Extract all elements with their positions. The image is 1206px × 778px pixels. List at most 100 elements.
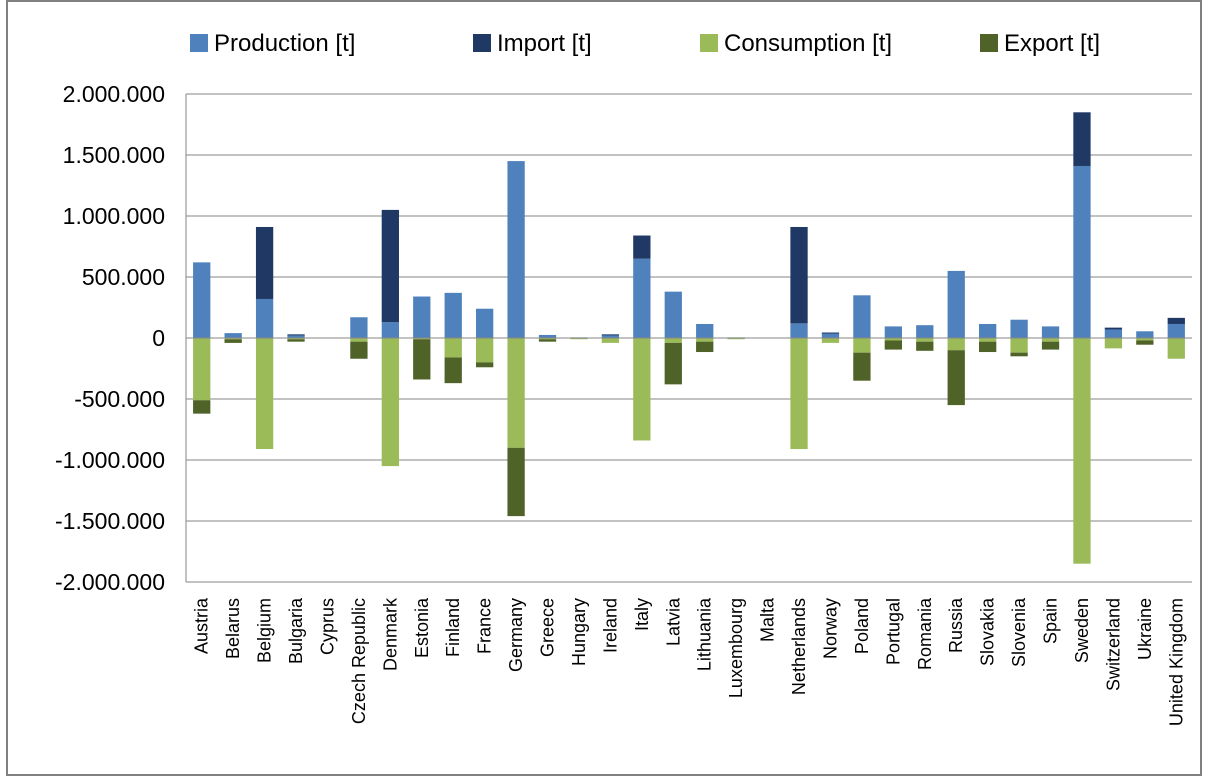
y-tick-label: 500.000 [82,264,165,290]
category-label: France [475,598,495,654]
bar-segment [853,295,871,338]
axes [185,94,1192,582]
stacked-bar-chart: 2.000.000 1.500.000 1.000.000 500.000 0 -500.… [55,30,1192,726]
category-label: Poland [852,598,872,654]
bar-segment [444,357,462,384]
category-label: Slovenia [1009,597,1029,667]
bar-segment [633,258,651,338]
legend-swatch [190,34,208,52]
bar-segment [633,338,651,441]
bar-segment [381,209,399,323]
legend-label: Import [t] [497,30,592,57]
bar-segment [664,342,682,385]
bar-segment [1073,165,1091,338]
category-label: Portugal [883,598,903,665]
category-label: Cyprus [317,598,337,655]
category-label: Italy [632,598,652,631]
y-tick-label: 2.000.000 [63,81,165,107]
bar-segment [413,296,431,338]
bar-segment [287,338,305,340]
bar-segment [350,341,368,359]
y-tick-label: 0 [152,325,165,351]
bar-segment [1010,319,1028,338]
category-label: Belgium [255,598,275,663]
bar-segment [507,161,525,338]
category-label: Belarus [223,598,243,659]
bar-segment [507,447,525,517]
bar-segment [1167,323,1185,338]
bar-segment [947,338,965,351]
bar-segment [1104,338,1123,349]
bar-segment [1073,338,1091,564]
category-label: Hungary [569,598,589,666]
category-label: Denmark [380,597,400,671]
bar-segment [193,262,211,338]
category-label: Norway [820,598,840,659]
bar-segment [350,338,368,342]
bar-segment [884,338,902,341]
legend: Production [t] Import [t] Consumption [t] E… [190,30,1100,57]
bar-segment [821,332,840,334]
category-label: Slovakia [978,597,998,666]
bar-segment [1104,327,1123,330]
category-label: Lithuania [695,597,715,671]
bar-segment [538,338,557,340]
bar-segment [1073,112,1091,166]
bar-segment [916,325,934,338]
category-label: Germany [506,598,526,672]
legend-label: Export [t] [1004,30,1100,57]
y-tick-label: 1.500.000 [63,142,165,168]
bar-segment [224,333,242,338]
bar-segment [476,338,494,363]
bar-segment [381,322,399,338]
category-label: Ukraine [1135,598,1155,660]
y-tick-label: -1.500.000 [55,508,165,534]
bar-segment [287,334,305,338]
bar-segment [224,339,242,343]
bar-segment [476,362,494,368]
bar-segment [255,298,274,338]
bar-segment [538,339,557,342]
bar-segment [601,334,620,336]
bar-segment [413,338,431,340]
bar-segment [853,338,871,353]
y-axis-tick-labels: 2.000.000 1.500.000 1.000.000 500.000 0 -500.… [55,81,165,595]
bar-segment [727,338,745,340]
bar-segment [1104,329,1123,338]
bar-segment [821,338,840,343]
x-axis-category-labels: Austria Belarus Belgium Bulgaria Cyprus Czech… [192,597,1187,726]
bar-segment [538,334,557,338]
bar-segment [821,333,840,338]
legend-label: Consumption [t] [724,30,892,57]
bar-segment [696,323,714,338]
bar-segment [224,338,242,340]
category-label: Sweden [1072,598,1092,663]
bar-segment [790,226,808,324]
bar-segment [287,339,305,342]
bar-segment [664,291,682,338]
legend-label: Production [t] [214,30,355,57]
bar-segment [444,338,462,358]
category-label: Latvia [663,597,683,646]
bar-segment [979,338,997,342]
bar-segment [255,338,274,450]
category-label: Netherlands [789,598,809,695]
bar-segment [287,334,305,336]
bar-segment [1167,338,1185,359]
gridlines [186,93,1192,583]
bar-segment [570,338,588,340]
bar-segment [979,341,997,353]
y-tick-label: 1.000.000 [63,203,165,229]
bar-segment [884,326,902,338]
bar-segment [916,341,934,351]
category-label: Russia [946,597,966,653]
category-label: Austria [192,597,212,654]
bar-segment [790,323,808,338]
bars [193,112,1185,564]
category-label: Czech Republic [349,598,369,724]
category-label: Greece [538,598,558,657]
category-label: Switzerland [1103,598,1123,691]
bar-segment [790,338,808,450]
bar-segment [350,317,368,338]
bar-segment [1136,340,1154,345]
